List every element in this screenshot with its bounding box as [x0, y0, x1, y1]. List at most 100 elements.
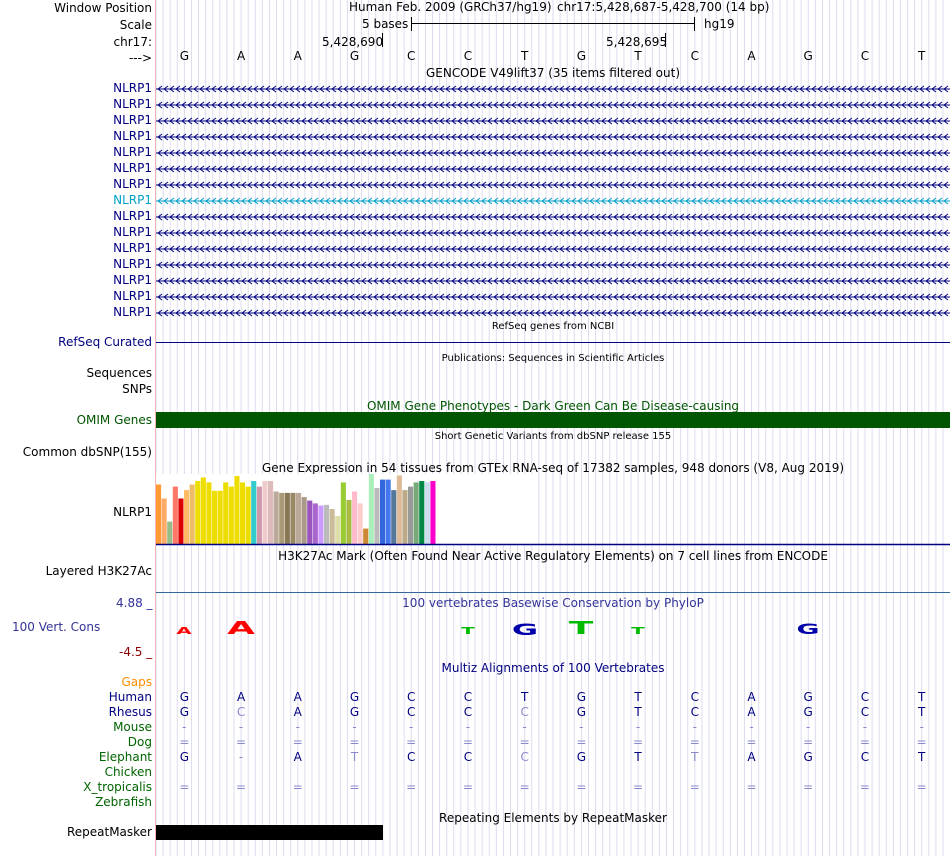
- gencode-item-label[interactable]: NLRP1: [113, 129, 152, 143]
- dbsnp-label[interactable]: Common dbSNP(155): [22, 445, 152, 459]
- multiz-base: T: [634, 705, 642, 719]
- gtex-tissue-bar: [251, 481, 257, 544]
- gencode-item-label[interactable]: NLRP1: [113, 305, 152, 319]
- multiz-base: C: [407, 705, 416, 719]
- repeat-label[interactable]: RepeatMasker: [66, 825, 152, 839]
- refseq-track-title[interactable]: RefSeq genes from NCBI: [491, 321, 615, 332]
- gencode-item-label[interactable]: NLRP1: [113, 273, 152, 287]
- gencode-item-label[interactable]: NLRP1: [113, 113, 152, 127]
- pubs-sequences-label[interactable]: Sequences: [86, 366, 152, 380]
- coord-tick-2: 5,428,695: [606, 35, 668, 49]
- gencode-item-label[interactable]: NLRP1: [113, 209, 152, 223]
- gencode-item-label[interactable]: NLRP1: [113, 225, 152, 239]
- multiz-base: C: [407, 690, 416, 704]
- repeat-element-bar[interactable]: [156, 825, 383, 840]
- gencode-transcript[interactable]: [156, 243, 950, 255]
- multiz-track-title[interactable]: Multiz Alignments of 100 Vertebrates: [441, 661, 665, 675]
- gencode-transcript[interactable]: [156, 115, 950, 127]
- multiz-species-label[interactable]: Rhesus: [108, 705, 152, 719]
- gencode-item-label[interactable]: NLRP1: [113, 81, 152, 95]
- scale-db: hg19: [704, 17, 735, 31]
- gtex-gene-label[interactable]: NLRP1: [113, 505, 152, 519]
- omim-track-title[interactable]: OMIM Gene Phenotypes - Dark Green Can Be…: [366, 399, 740, 413]
- scale-bar: [411, 17, 695, 31]
- multiz-base: =: [519, 780, 530, 794]
- dbsnp-track-title[interactable]: Short Genetic Variants from dbSNP releas…: [434, 431, 672, 442]
- gtex-tissue-bar: [223, 482, 229, 544]
- multiz-species-label[interactable]: Chicken: [104, 765, 152, 779]
- multiz-base: A: [747, 705, 756, 719]
- gtex-tissue-bar: [178, 498, 184, 544]
- multiz-base: =: [689, 780, 700, 794]
- gencode-track-title[interactable]: GENCODE V49lift37 (35 items filtered out…: [425, 66, 680, 80]
- pubs-snps-label[interactable]: SNPs: [122, 382, 152, 396]
- repeat-track-title[interactable]: Repeating Elements by RepeatMasker: [439, 811, 667, 825]
- multiz-base: =: [746, 780, 757, 794]
- multiz-species-label[interactable]: Elephant: [98, 750, 152, 764]
- position-text[interactable]: chr17:5,428,687-5,428,700 (14 bp): [557, 0, 770, 14]
- multiz-base: G: [179, 690, 189, 704]
- multiz-species-label[interactable]: Zebrafish: [95, 795, 152, 809]
- gencode-transcript[interactable]: [156, 83, 950, 95]
- multiz-base: -: [806, 720, 811, 734]
- multiz-species-label[interactable]: Human: [108, 690, 152, 704]
- multiz-base: =: [803, 735, 814, 749]
- gtex-tissue-bar: [296, 492, 302, 544]
- gtex-tissue-bar: [340, 482, 346, 544]
- gtex-tissue-bar: [402, 490, 408, 544]
- gencode-item-label[interactable]: NLRP1: [113, 241, 152, 255]
- gencode-item-label[interactable]: NLRP1: [113, 177, 152, 191]
- multiz-species-label[interactable]: Mouse: [113, 720, 152, 734]
- gtex-tissue-bar: [419, 481, 425, 544]
- multiz-base: -: [635, 720, 641, 734]
- omim-label[interactable]: OMIM Genes: [76, 413, 152, 427]
- base-letter: C: [860, 49, 870, 63]
- multiz-base: G: [803, 705, 813, 719]
- multiz-species-label[interactable]: X_tropicalis: [83, 780, 152, 794]
- h3k27ac-label[interactable]: Layered H3K27Ac: [45, 564, 152, 578]
- gencode-transcript[interactable]: [156, 307, 950, 319]
- gencode-item-label[interactable]: NLRP1: [113, 289, 152, 303]
- cons-label[interactable]: 100 Vert. Cons: [12, 620, 101, 634]
- omim-gene-bar[interactable]: [156, 412, 950, 428]
- cons-track-title[interactable]: 100 vertebrates Basewise Conservation by…: [402, 596, 704, 610]
- gencode-transcript[interactable]: [156, 131, 950, 143]
- gencode-item-label[interactable]: NLRP1: [113, 193, 152, 207]
- strand-arrows: [157, 133, 949, 141]
- gencode-transcript[interactable]: [156, 179, 950, 191]
- refseq-label[interactable]: RefSeq Curated: [58, 335, 152, 349]
- gtex-expression-chart[interactable]: [156, 474, 950, 546]
- gencode-transcript[interactable]: [156, 99, 950, 111]
- gtex-tissue-bar: [284, 492, 290, 544]
- strand-label: --->: [128, 51, 152, 65]
- gencode-transcript[interactable]: [156, 195, 950, 207]
- refseq-gene-line[interactable]: [156, 342, 950, 343]
- gencode-item-label[interactable]: NLRP1: [113, 145, 152, 159]
- gtex-tissue-bar: [307, 500, 313, 544]
- gencode-item-label[interactable]: NLRP1: [113, 161, 152, 175]
- multiz-base: C: [860, 750, 870, 764]
- gencode-transcript[interactable]: [156, 227, 950, 239]
- strand-arrows: [157, 197, 949, 205]
- multiz-species-label[interactable]: Dog: [127, 735, 152, 749]
- multiz-base: T: [691, 750, 699, 764]
- strand-arrows: [157, 85, 949, 93]
- multiz-base: =: [406, 735, 417, 749]
- multiz-base: =: [746, 735, 757, 749]
- gencode-item-label[interactable]: NLRP1: [113, 257, 152, 271]
- track-label-divider: [155, 0, 156, 856]
- gencode-transcript[interactable]: [156, 163, 950, 175]
- gencode-transcript[interactable]: [156, 211, 950, 223]
- gencode-transcript[interactable]: [156, 275, 950, 287]
- gtex-tissue-bar: [329, 509, 335, 544]
- window-position-label: Window Position: [54, 1, 152, 15]
- pubs-track-title[interactable]: Publications: Sequences in Scientific Ar…: [441, 353, 665, 364]
- strand-arrows: [157, 277, 949, 285]
- gtex-track-title[interactable]: Gene Expression in 54 tissues from GTEx …: [261, 461, 845, 475]
- gencode-transcript[interactable]: [156, 147, 950, 159]
- gencode-transcript[interactable]: [156, 291, 950, 303]
- multiz-base: =: [292, 780, 303, 794]
- h3k27ac-track-title[interactable]: H3K27Ac Mark (Often Found Near Active Re…: [278, 549, 828, 563]
- gencode-transcript[interactable]: [156, 259, 950, 271]
- gencode-item-label[interactable]: NLRP1: [113, 97, 152, 111]
